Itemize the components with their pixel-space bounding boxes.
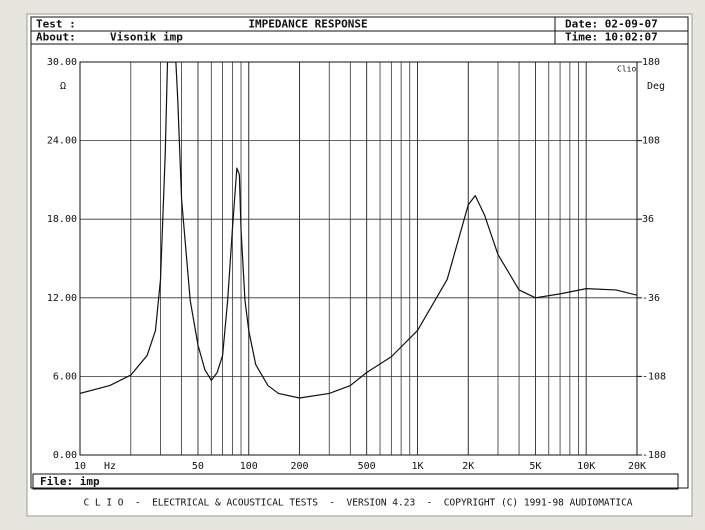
y2-tick-label: 36 <box>642 214 654 225</box>
y-tick-label: 6.00 <box>53 371 77 382</box>
x-axis-label: Hz <box>104 461 116 472</box>
x-tick-label: 1K <box>411 461 423 472</box>
x-tick-label: 2K <box>462 461 474 472</box>
banner: C L I O - ELECTRICAL & ACOUSTICAL TESTS … <box>83 498 632 509</box>
logo: Clio <box>617 65 636 74</box>
panel <box>26 13 693 517</box>
y2-tick-label: 108 <box>642 136 660 147</box>
y2-tick-label: -36 <box>642 293 660 304</box>
x-tick-label: 10 <box>74 461 86 472</box>
date: Date: 02-09-07 <box>565 18 658 31</box>
y-tick-label: 18.00 <box>47 214 77 225</box>
x-tick-label: 5K <box>529 461 541 472</box>
about-label: About: <box>36 31 76 44</box>
y2-tick-label: -108 <box>642 371 666 382</box>
x-tick-label: 50 <box>192 461 204 472</box>
x-tick-label: 100 <box>240 461 258 472</box>
y2-axis-label: Deg <box>647 81 665 92</box>
header-title: IMPEDANCE RESPONSE <box>248 18 367 31</box>
about: Visonik imp <box>110 31 183 44</box>
file: File: imp <box>40 475 100 488</box>
test-label: Test : <box>36 18 76 31</box>
frame <box>30 16 689 489</box>
y-tick-label: 30.00 <box>47 57 77 68</box>
y-axis-label: Ω <box>60 81 66 92</box>
x-tick-label: 20K <box>628 461 646 472</box>
plot-frame <box>79 61 638 456</box>
y-tick-label: 24.00 <box>47 136 77 147</box>
y-tick-label: 0.00 <box>53 450 77 461</box>
y2-tick-label: 180 <box>642 57 660 68</box>
impedance-line <box>80 62 637 399</box>
time: Time: 10:02:07 <box>565 31 658 44</box>
y-tick-label: 12.00 <box>47 293 77 304</box>
y2-tick-label: -180 <box>642 450 666 461</box>
x-tick-label: 10K <box>577 461 595 472</box>
x-tick-label: 500 <box>358 461 376 472</box>
x-tick-label: 200 <box>290 461 308 472</box>
file-box <box>32 473 679 490</box>
